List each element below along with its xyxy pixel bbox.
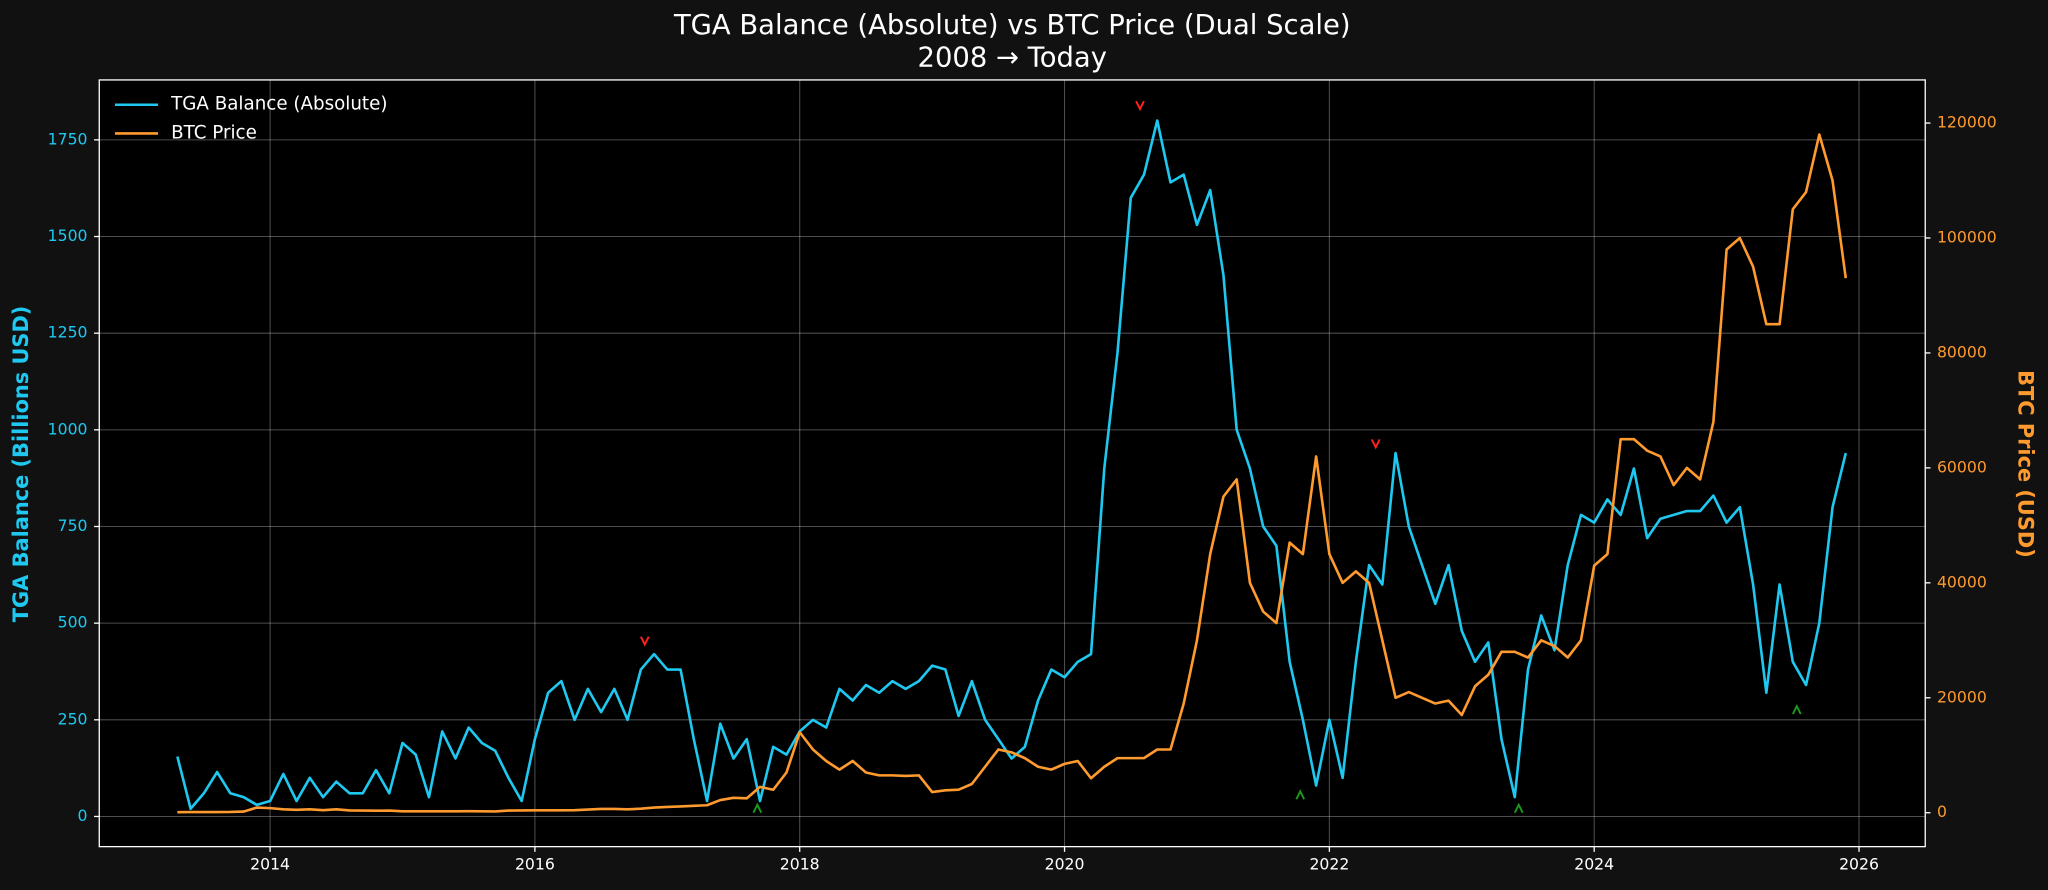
turning-point-marker <box>1791 704 1802 715</box>
y-axis-label: TGA Balance (Billions USD) <box>9 306 33 623</box>
y2-tick-label: 20000 <box>1937 687 1987 706</box>
y2-tick-label: 60000 <box>1937 457 1987 476</box>
series-line <box>177 133 1848 814</box>
chart-title: TGA Balance (Absolute) vs BTC Price (Dua… <box>673 10 1351 41</box>
turning-point-marker <box>640 636 650 647</box>
grid: 2014 2016 2018 2020 2022 2024 2026 0 250 500 750 10… <box>48 79 1997 873</box>
turning-point-marker <box>1135 100 1145 112</box>
y2-axis-label: BTC Price (USD) <box>2013 370 2037 558</box>
x-tick-label: 2018 <box>780 854 820 873</box>
turning-point-marker <box>1513 802 1524 814</box>
legend-label: BTC Price <box>171 122 257 143</box>
y-tick-label: 1500 <box>48 226 88 245</box>
y-tick-label: 1750 <box>48 129 88 148</box>
legend-label: TGA Balance (Absolute) <box>170 94 387 115</box>
y-tick-label: 1250 <box>48 323 88 342</box>
turning-point-marker <box>1295 789 1306 800</box>
series-line <box>176 119 1848 811</box>
y-tick-label: 500 <box>58 613 88 632</box>
y-tick-label: 250 <box>58 709 88 728</box>
plot-frame <box>98 79 1926 848</box>
x-tick-label: 2024 <box>1574 854 1614 873</box>
x-tick-label: 2014 <box>250 854 290 873</box>
turning-point-marker <box>1370 439 1381 450</box>
y2-tick-label: 0 <box>1937 802 1947 821</box>
x-tick-label: 2026 <box>1839 854 1879 873</box>
x-tick-label: 2022 <box>1309 854 1349 873</box>
y2-tick-label: 120000 <box>1937 113 1997 132</box>
y2-tick-label: 80000 <box>1937 342 1987 361</box>
y-tick-label: 750 <box>58 516 88 535</box>
chart-subtitle: 2008 → Today <box>918 43 1107 74</box>
turning-point-marker <box>752 802 763 814</box>
x-tick-label: 2016 <box>515 854 555 873</box>
legend: TGA Balance (Absolute) BTC Price <box>114 94 387 143</box>
y-tick-label: 1000 <box>48 419 88 438</box>
x-tick-label: 2020 <box>1045 854 1085 873</box>
y-tick-label: 0 <box>78 806 88 825</box>
plot-area <box>99 79 1926 847</box>
y2-tick-label: 40000 <box>1937 572 1987 591</box>
lines <box>176 100 1848 814</box>
y2-tick-label: 100000 <box>1937 227 1997 246</box>
